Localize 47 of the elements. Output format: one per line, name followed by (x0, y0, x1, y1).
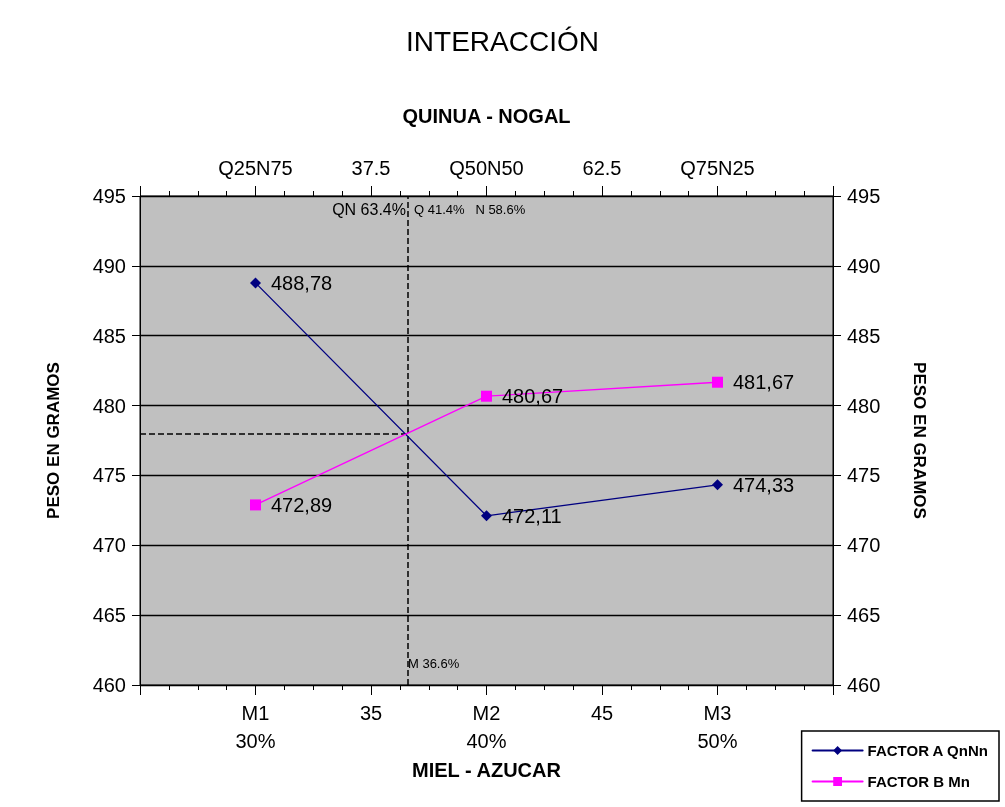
data-label: 488,78 (271, 271, 333, 294)
y-tick-label: 480 (92, 394, 126, 417)
x2-axis-title: QUINUA - NOGAL (402, 105, 571, 127)
ref-line-label: M 36.6% (407, 656, 460, 671)
point (481, 510, 492, 522)
point (250, 277, 261, 289)
y-tick-label: 485 (92, 324, 126, 347)
y-tick-label: 465 (92, 604, 126, 627)
y2-tick-label: 495 (847, 185, 881, 207)
y2-tick-label: 490 (847, 254, 881, 277)
y2-tick-label: 485 (847, 324, 881, 347)
x-tick-label: M3 50% (697, 702, 738, 752)
x2-tick-label: Q75N25 (680, 157, 755, 179)
y-tick-label: 460 (92, 674, 126, 696)
y-tick-label: 495 (92, 185, 126, 207)
chart-title: INTERACCIÓN (406, 25, 599, 57)
data-label: 472,11 (502, 504, 562, 527)
point (250, 499, 261, 511)
x2-tick-label: 62.5 (582, 157, 622, 179)
y-tick-label: 490 (92, 254, 126, 277)
annotation: Q 41.4% N 58.6% (413, 202, 526, 218)
y2-tick-label: 465 (847, 604, 881, 627)
x-tick-label: M2 40% (466, 702, 507, 752)
point (712, 376, 723, 388)
data-label: 481,67 (733, 371, 795, 394)
x-tick-label: 35 (359, 702, 383, 724)
y-tick-label: 470 (92, 534, 126, 557)
y2-axis-title: PESO EN GRAMOS (910, 362, 929, 519)
legend-label: FACTOR A QnNn (867, 742, 988, 759)
x2-tick-label: 37.5 (351, 157, 391, 179)
y2-tick-label: 460 (847, 674, 881, 696)
data-label: 472,89 (271, 493, 333, 516)
y2-tick-label: 475 (847, 464, 881, 487)
y2-tick-label: 470 (847, 534, 881, 557)
legend-label: FACTOR B Mn (867, 773, 970, 790)
x-axis-title: MIEL - AZUCAR (412, 758, 562, 781)
x-tick-label: M1 30% (235, 702, 276, 752)
annotation: QN 63.4% (332, 201, 406, 219)
x2-tick-label: Q50N50 (449, 157, 524, 179)
y-axis-title: PESO EN GRAMOS (44, 362, 63, 519)
y2-tick-label: 480 (847, 394, 881, 417)
point (712, 479, 723, 491)
data-label: 474,33 (733, 473, 795, 496)
x-tick-label: 45 (590, 702, 614, 724)
point (481, 390, 492, 402)
y-tick-label: 475 (92, 464, 126, 487)
x2-tick-label: Q25N75 (218, 157, 293, 179)
